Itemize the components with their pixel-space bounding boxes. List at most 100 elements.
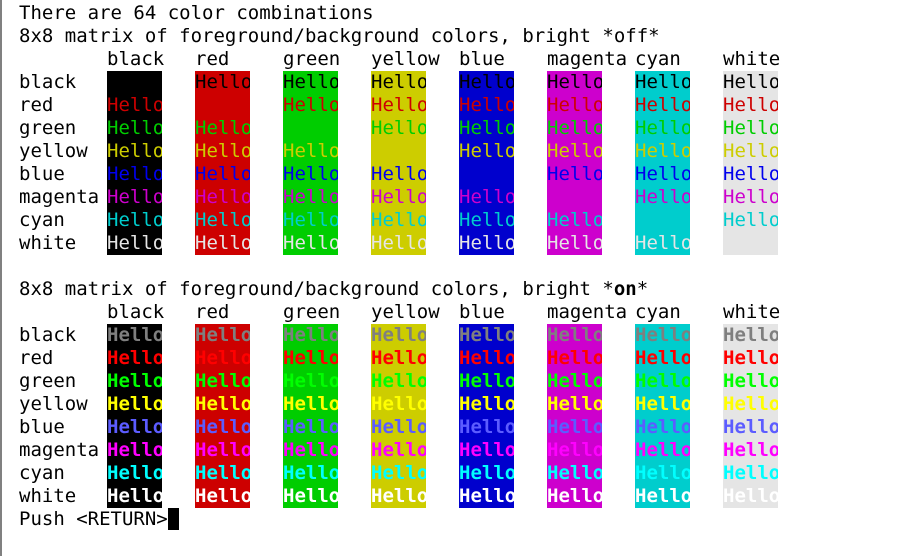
color-cell-black-on-red: Hello: [195, 324, 250, 347]
color-cell-black-on-black: [107, 71, 162, 94]
matrix-on-title-prefix: 8x8 matrix of foreground/background colo…: [19, 278, 614, 300]
row-label-cyan: cyan: [19, 209, 65, 231]
row-label-cyan: cyan: [19, 462, 65, 484]
column-header-yellow: yellow: [371, 301, 440, 323]
color-cell-cyan-on-yellow: Hello: [371, 209, 426, 232]
color-cell-red-on-black: Hello: [107, 94, 162, 117]
color-cell-green-on-blue: Hello: [459, 117, 514, 140]
color-cell-green-on-black: Hello: [107, 117, 162, 140]
color-cell-green-on-yellow: Hello: [371, 117, 426, 140]
color-cell-black-on-black: Hello: [107, 324, 162, 347]
column-header-black: black: [107, 48, 165, 70]
color-cell-yellow-on-black: Hello: [107, 140, 162, 163]
color-cell-blue-on-yellow: Hello: [371, 416, 426, 439]
column-header-green: green: [283, 48, 341, 70]
color-cell-green-on-green: [283, 117, 338, 140]
color-cell-black-on-green: Hello: [283, 324, 338, 347]
color-cell-magenta-on-white: Hello: [723, 186, 778, 209]
color-cell-white-on-black: Hello: [107, 485, 162, 508]
color-cell-green-on-magenta: Hello: [547, 117, 602, 140]
row-label-green: green: [19, 370, 77, 392]
color-cell-blue-on-cyan: Hello: [635, 163, 690, 186]
color-cell-white-on-green: Hello: [283, 232, 338, 255]
color-cell-yellow-on-magenta: Hello: [547, 393, 602, 416]
color-cell-blue-on-white: Hello: [723, 416, 778, 439]
column-header-red: red: [195, 301, 230, 323]
color-cell-cyan-on-cyan: Hello: [635, 462, 690, 485]
color-cell-green-on-cyan: Hello: [635, 117, 690, 140]
color-cell-magenta-on-blue: Hello: [459, 186, 514, 209]
color-cell-black-on-white: Hello: [723, 324, 778, 347]
row-label-green: green: [19, 117, 77, 139]
color-cell-black-on-cyan: Hello: [635, 71, 690, 94]
color-cell-white-on-red: Hello: [195, 232, 250, 255]
color-cell-cyan-on-red: Hello: [195, 209, 250, 232]
column-header-cyan: cyan: [635, 301, 681, 323]
color-cell-red-on-white: Hello: [723, 347, 778, 370]
color-cell-green-on-red: Hello: [195, 370, 250, 393]
color-cell-yellow-on-magenta: Hello: [547, 140, 602, 163]
column-header-magenta: magenta: [547, 301, 628, 323]
row-label-black: black: [19, 324, 77, 346]
row-label-red: red: [19, 94, 54, 116]
color-cell-magenta-on-magenta: Hello: [547, 439, 602, 462]
color-cell-green-on-cyan: Hello: [635, 370, 690, 393]
color-cell-yellow-on-white: Hello: [723, 393, 778, 416]
color-cell-yellow-on-white: Hello: [723, 140, 778, 163]
column-header-blue: blue: [459, 48, 505, 70]
color-cell-blue-on-magenta: Hello: [547, 163, 602, 186]
color-cell-white-on-yellow: Hello: [371, 232, 426, 255]
color-cell-magenta-on-yellow: Hello: [371, 439, 426, 462]
color-cell-red-on-blue: Hello: [459, 347, 514, 370]
color-cell-green-on-magenta: Hello: [547, 370, 602, 393]
color-cell-blue-on-black: Hello: [107, 163, 162, 186]
color-cell-white-on-white: Hello: [723, 485, 778, 508]
color-cell-white-on-white: [723, 232, 778, 255]
column-header-magenta: magenta: [547, 48, 628, 70]
color-cell-white-on-magenta: Hello: [547, 232, 602, 255]
color-cell-red-on-green: Hello: [283, 94, 338, 117]
row-label-red: red: [19, 347, 54, 369]
color-cell-yellow-on-cyan: Hello: [635, 393, 690, 416]
color-cell-green-on-white: Hello: [723, 117, 778, 140]
color-cell-white-on-blue: Hello: [459, 232, 514, 255]
row-label-magenta: magenta: [19, 186, 100, 208]
color-cell-black-on-yellow: Hello: [371, 71, 426, 94]
color-cell-magenta-on-blue: Hello: [459, 439, 514, 462]
color-cell-black-on-blue: Hello: [459, 71, 514, 94]
color-cell-black-on-yellow: Hello: [371, 324, 426, 347]
color-cell-yellow-on-blue: Hello: [459, 393, 514, 416]
color-cell-magenta-on-black: Hello: [107, 186, 162, 209]
color-cell-blue-on-red: Hello: [195, 416, 250, 439]
color-cell-yellow-on-yellow: Hello: [371, 393, 426, 416]
matrix-off-title: 8x8 matrix of foreground/background colo…: [19, 25, 660, 47]
color-cell-blue-on-green: Hello: [283, 416, 338, 439]
color-cell-blue-on-green: Hello: [283, 163, 338, 186]
color-cell-yellow-on-red: Hello: [195, 140, 250, 163]
color-cell-green-on-red: Hello: [195, 117, 250, 140]
color-cell-white-on-magenta: Hello: [547, 485, 602, 508]
matrix-on-title-suffix: *: [636, 278, 649, 300]
color-cell-green-on-black: Hello: [107, 370, 162, 393]
color-cell-magenta-on-red: Hello: [195, 186, 250, 209]
color-cell-black-on-blue: Hello: [459, 324, 514, 347]
color-cell-cyan-on-green: Hello: [283, 462, 338, 485]
text-cursor: [167, 508, 179, 530]
color-cell-black-on-red: Hello: [195, 71, 250, 94]
column-header-cyan: cyan: [635, 48, 681, 70]
color-cell-black-on-magenta: Hello: [547, 324, 602, 347]
color-cell-red-on-yellow: Hello: [371, 347, 426, 370]
color-cell-cyan-on-blue: Hello: [459, 209, 514, 232]
prompt-line: Push <RETURN>: [19, 508, 179, 531]
color-cell-yellow-on-blue: Hello: [459, 140, 514, 163]
color-cell-cyan-on-cyan: [635, 209, 690, 232]
color-cell-red-on-red: Hello: [195, 347, 250, 370]
row-label-yellow: yellow: [19, 393, 88, 415]
row-label-magenta: magenta: [19, 439, 100, 461]
column-header-white: white: [723, 301, 781, 323]
color-cell-red-on-cyan: Hello: [635, 347, 690, 370]
color-cell-white-on-yellow: Hello: [371, 485, 426, 508]
column-header-blue: blue: [459, 301, 505, 323]
color-cell-cyan-on-black: Hello: [107, 209, 162, 232]
